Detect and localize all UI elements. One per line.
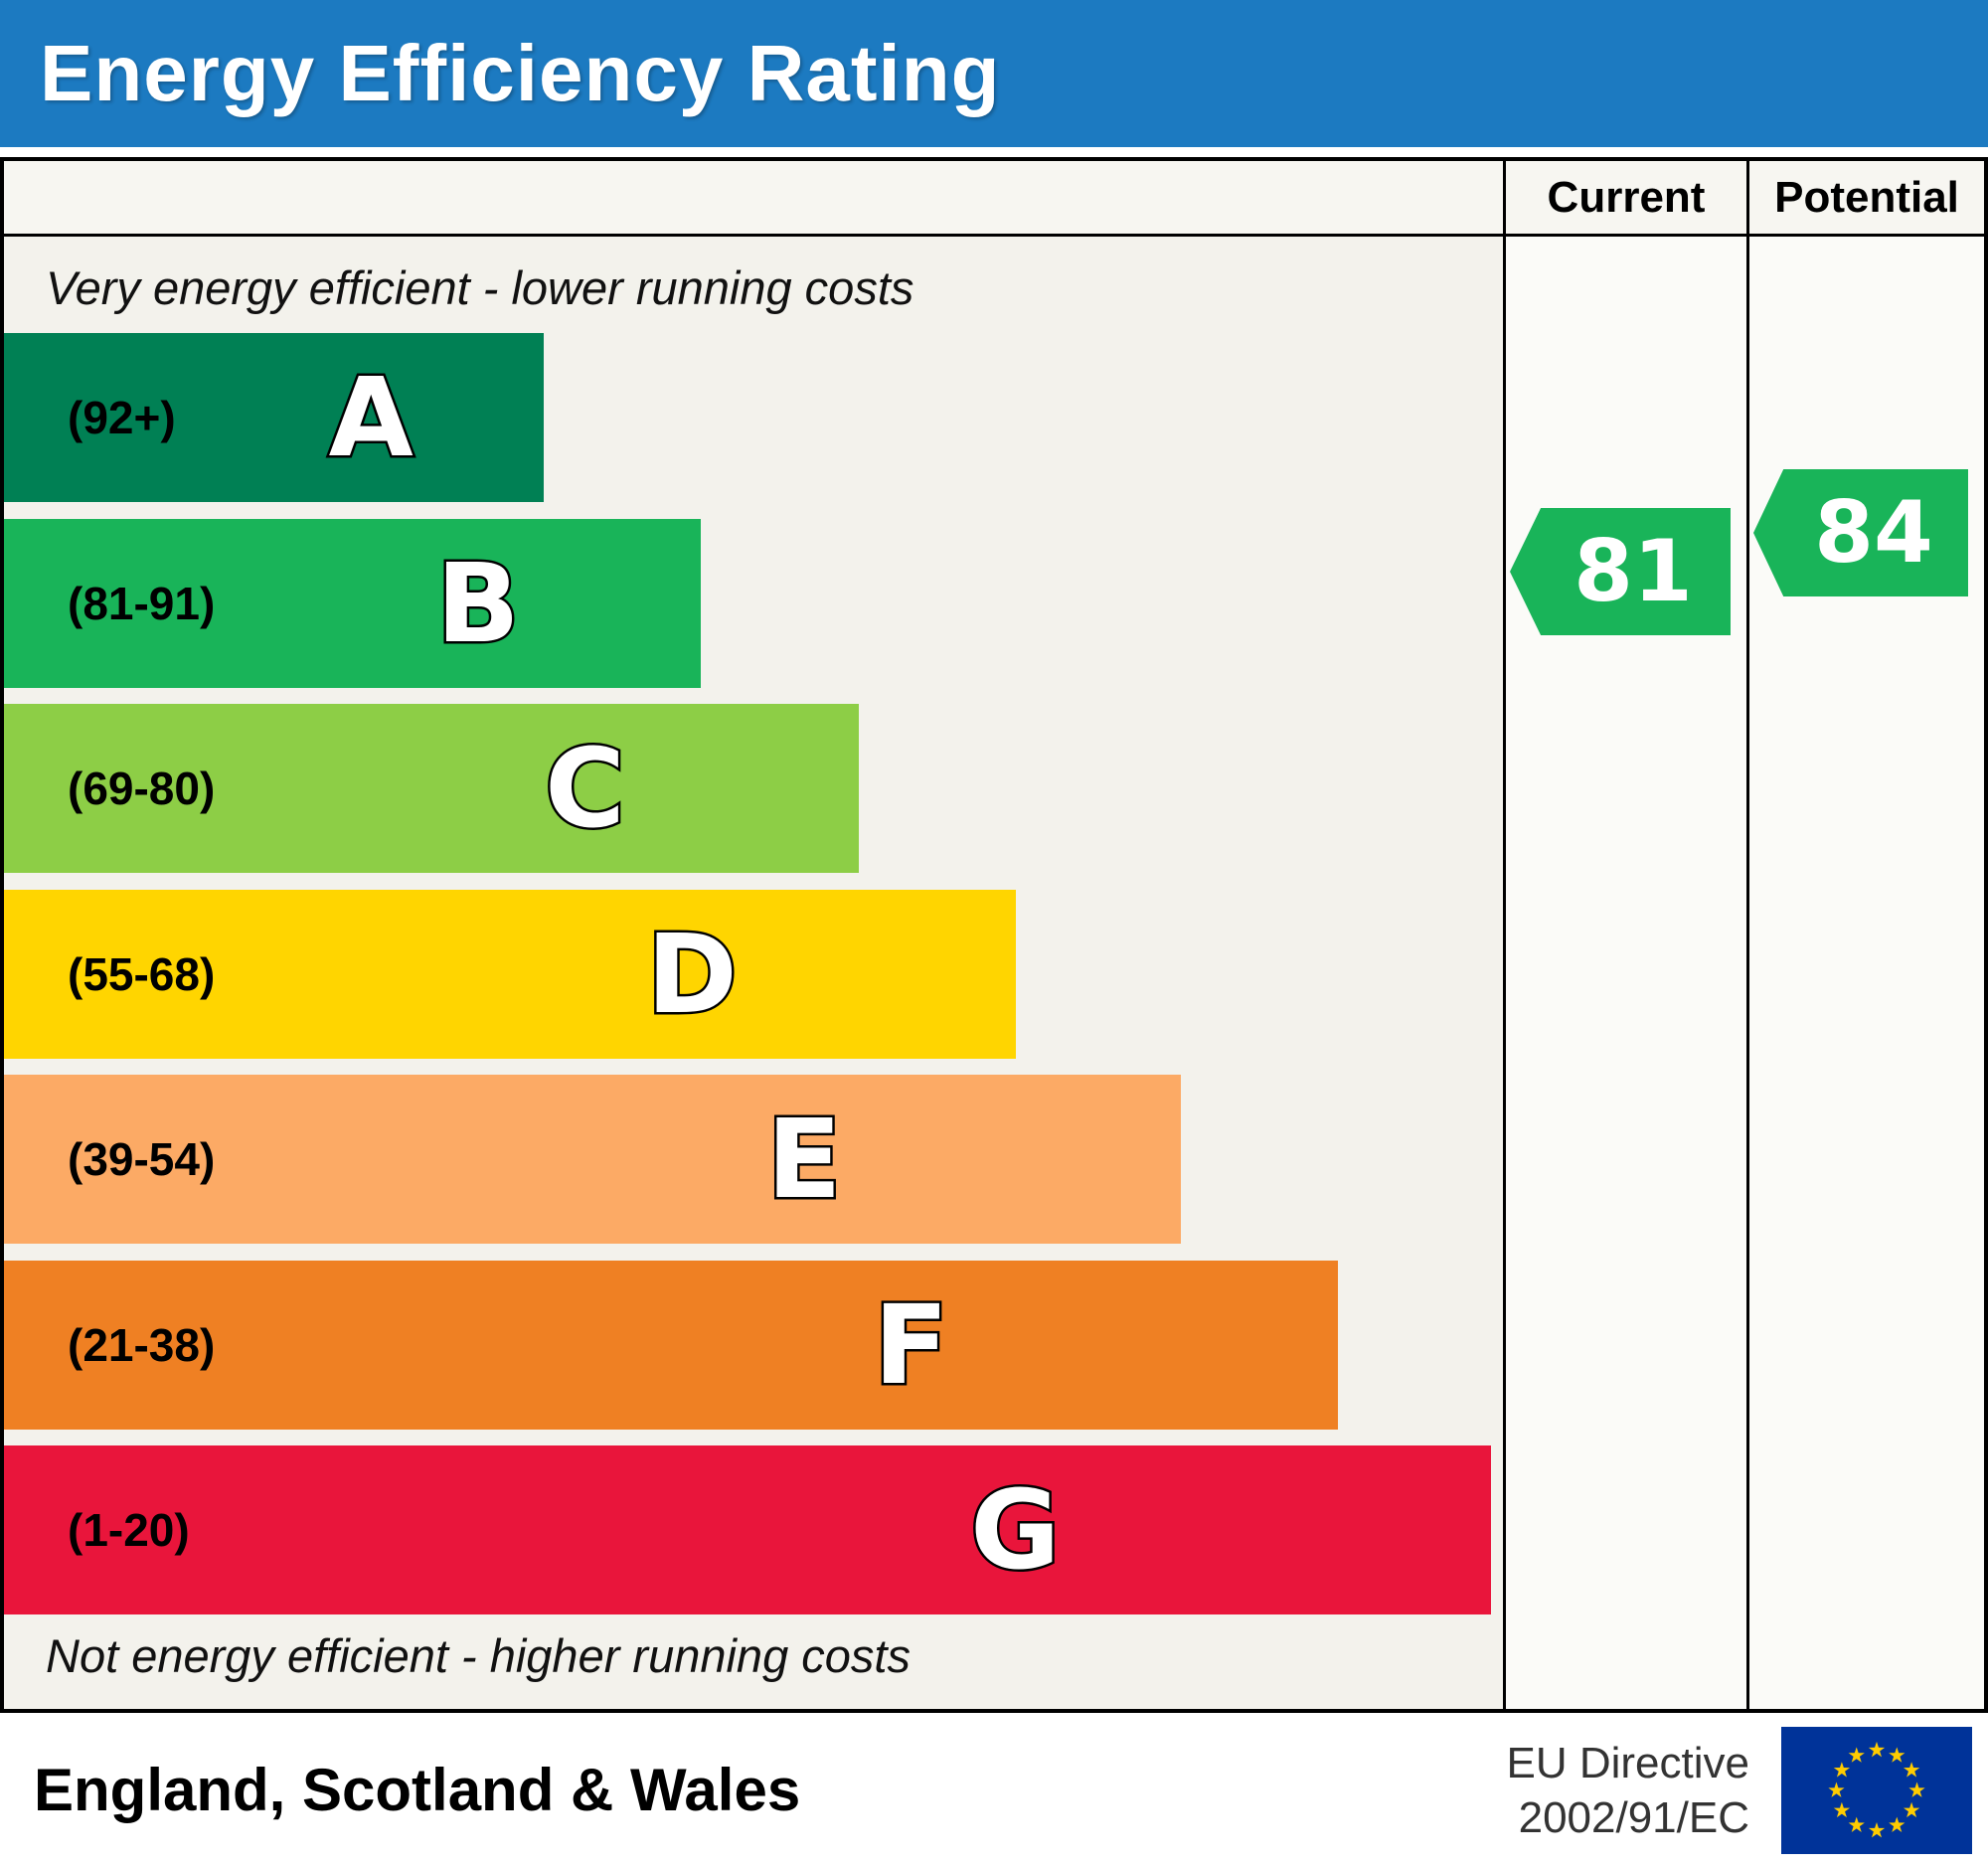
region-label: England, Scotland & Wales — [34, 1757, 801, 1823]
eu-directive-line2: 2002/91/EC — [1518, 1792, 1749, 1842]
title-bar: Energy Efficiency Rating — [0, 0, 1988, 147]
band-letter: A — [326, 354, 415, 481]
band-range-label: (92+) — [68, 392, 176, 443]
band-row-b: (81-91) B — [4, 518, 702, 688]
footer: England, Scotland & Wales EU Directive 2… — [0, 1713, 1988, 1867]
potential-rating-value: 84 — [1814, 483, 1933, 583]
eu-directive-label: EU Directive 2002/91/EC — [1507, 1736, 1778, 1845]
band-row-a: (92+) A — [4, 333, 544, 502]
epc-chart: Current Potential Very energy efficient … — [0, 157, 1988, 1713]
current-rating-arrow: 81 — [1510, 508, 1731, 635]
band-range-label: (1-20) — [68, 1504, 190, 1556]
bands-column: Very energy efficient - lower running co… — [4, 237, 1503, 1709]
potential-rating-arrow: 84 — [1753, 469, 1968, 596]
current-column: 81 — [1503, 237, 1746, 1709]
band-range-label: (39-54) — [68, 1133, 216, 1185]
band-range-label: (81-91) — [68, 577, 216, 629]
potential-column: 84 — [1746, 237, 1984, 1709]
band-letter: G — [968, 1466, 1063, 1594]
band-row-c: (69-80) C — [4, 704, 859, 873]
band-letter: F — [872, 1280, 951, 1409]
chart-header-row: Current Potential — [4, 161, 1984, 237]
band-range-label: (69-80) — [68, 763, 216, 814]
band-row-f: (21-38) F — [4, 1260, 1339, 1430]
band-row-g: (1-20) G — [4, 1445, 1491, 1614]
band-letter: B — [433, 539, 522, 667]
current-column-header: Current — [1503, 161, 1746, 234]
eu-directive-line1: EU Directive — [1506, 1738, 1750, 1787]
eu-flag-icon — [1781, 1726, 1972, 1854]
chart-body: Very energy efficient - lower running co… — [4, 237, 1984, 1709]
bands: (92+) A (81-91) B (69-80) C (55-68) D (39-54) E (2… — [4, 323, 1503, 1620]
current-rating-value: 81 — [1574, 522, 1693, 621]
band-row-d: (55-68) D — [4, 889, 1016, 1059]
bottom-note: Not energy efficient - higher running co… — [46, 1629, 911, 1682]
band-range-label: (55-68) — [68, 947, 216, 1000]
top-note: Very energy efficient - lower running co… — [46, 261, 914, 314]
band-row-e: (39-54) E — [4, 1075, 1181, 1244]
potential-column-header: Potential — [1746, 161, 1984, 234]
band-range-label: (21-38) — [68, 1318, 216, 1371]
page-title: Energy Efficiency Rating — [40, 29, 1001, 117]
chart-header-spacer — [4, 161, 1503, 234]
band-letter: D — [644, 910, 740, 1038]
band-letter: C — [543, 725, 628, 852]
band-letter: E — [764, 1096, 844, 1223]
